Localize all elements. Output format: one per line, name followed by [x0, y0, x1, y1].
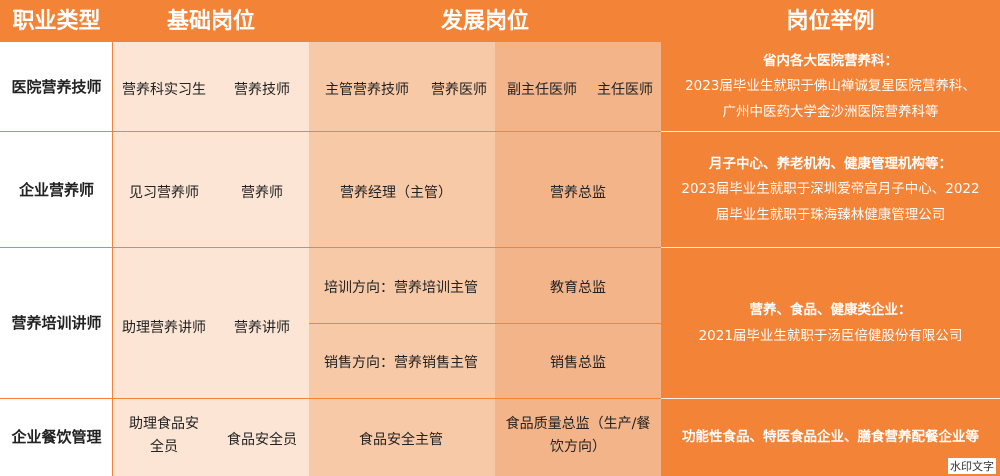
example-corporate-line-2: 届毕业生就职于珠海臻林健康管理公司 [715, 206, 946, 223]
grid-line-row1 [0, 131, 661, 132]
position-nutrition-intern: 营养科实习生 [122, 82, 206, 98]
position-education-director: 教育总监 [550, 280, 606, 296]
career-type-corporate-nutritionist: 企业营养师 [0, 132, 113, 248]
example-corporate-line-1: 2023届毕业生就职于深圳爱帝宫月子中心、2022 [681, 181, 980, 198]
header-career-type: 职业类型 [0, 0, 113, 42]
position-sales-director: 销售总监 [550, 355, 606, 371]
position-training-supervisor: 培训方向：营养培训主管 [324, 280, 478, 296]
grid-line-subrow [309, 323, 661, 324]
example-hospital-line-1: 2023届毕业生就职于佛山禅诚复星医院营养科、 [685, 78, 976, 95]
header-development-positions: 发展岗位 [309, 0, 661, 42]
career-type-hospital-technician: 医院营养技师 [0, 42, 113, 132]
header-basic-positions: 基础岗位 [113, 0, 309, 42]
career-type-catering-management: 企业餐饮管理 [0, 399, 113, 476]
grid-line-type-divider [112, 42, 113, 476]
position-food-quality-director: 食品质量总监（生产/餐饮方向） [505, 416, 651, 456]
example-divider-2 [661, 247, 1000, 248]
example-corporate-head: 月子中心、养老机构、健康管理机构等： [709, 155, 952, 172]
example-catering-head: 功能性食品、特医食品企业、膳食营养配餐企业等 [682, 428, 979, 445]
position-trainee-nutritionist: 见习营养师 [129, 185, 199, 201]
position-food-safety-officer: 食品安全员 [227, 432, 297, 448]
grid-line-row2 [0, 247, 661, 248]
example-hospital: 省内各大医院营养科： 2023届毕业生就职于佛山禅诚复星医院营养科、 广州中医药… [661, 42, 1000, 132]
grid-line-row3 [0, 398, 661, 399]
development-column-left [309, 42, 495, 476]
example-hospital-line-2: 广州中医药大学金沙洲医院营养科等 [722, 103, 939, 120]
position-nutrition-manager: 营养经理（主管） [340, 185, 452, 201]
header-position-examples: 岗位举例 [661, 0, 1000, 42]
example-training: 营养、食品、健康类企业： 2021届毕业生就职于汤臣倍健股份有限公司 [661, 248, 1000, 399]
example-training-head: 营养、食品、健康类企业： [749, 301, 912, 318]
position-sales-supervisor: 销售方向：营养销售主管 [324, 355, 478, 371]
position-chief-physician: 主任医师 [597, 82, 653, 98]
example-hospital-head: 省内各大医院营养科： [763, 52, 898, 69]
example-divider-3 [661, 398, 1000, 399]
development-column-right [495, 42, 661, 476]
position-senior-technician: 主管营养技师 [325, 82, 409, 98]
example-divider-1 [661, 131, 1000, 132]
position-nutrition-lecturer: 营养讲师 [234, 320, 290, 336]
position-food-safety-supervisor: 食品安全主管 [359, 432, 443, 448]
example-training-line-1: 2021届毕业生就职于汤臣倍健股份有限公司 [698, 327, 963, 344]
position-nutrition-technician: 营养技师 [234, 82, 290, 98]
example-corporate: 月子中心、养老机构、健康管理机构等： 2023届毕业生就职于深圳爱帝宫月子中心、… [661, 132, 1000, 248]
position-nutrition-director: 营养总监 [550, 185, 606, 201]
example-catering: 功能性食品、特医食品企业、膳食营养配餐企业等 [661, 399, 1000, 476]
watermark: 水印文字 [948, 458, 996, 474]
position-assistant-food-safety-officer: 助理食品安全员 [129, 416, 199, 456]
position-nutritionist: 营养师 [241, 185, 283, 201]
basic-positions-column [113, 42, 309, 476]
position-associate-chief-physician: 副主任医师 [507, 82, 577, 98]
career-type-training-lecturer: 营养培训讲师 [0, 248, 113, 399]
position-nutrition-physician: 营养医师 [431, 82, 487, 98]
position-assistant-lecturer: 助理营养讲师 [122, 320, 206, 336]
